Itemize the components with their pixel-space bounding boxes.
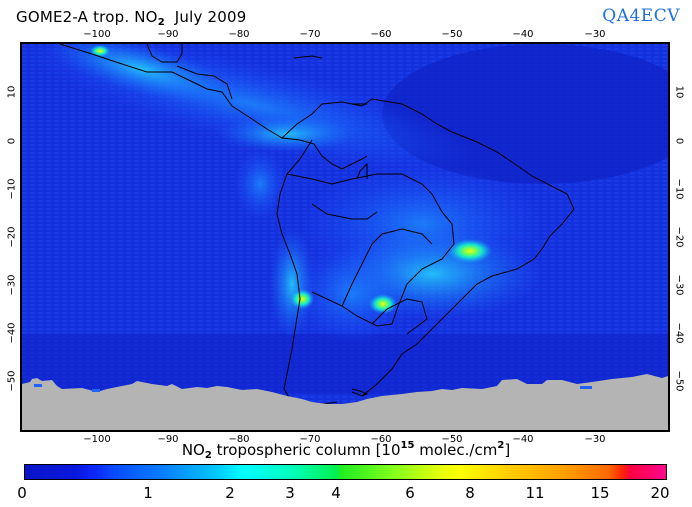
colorbar-tick-label: 8 bbox=[465, 484, 475, 502]
colorbar-tick-label: 20 bbox=[650, 484, 670, 502]
right-lat-tick-label: 0 bbox=[673, 137, 685, 145]
bottom-lon-tick-label: −30 bbox=[584, 434, 606, 445]
bottom-lon-tick-label: −100 bbox=[83, 434, 111, 445]
right-lat-tick-label: −20 bbox=[673, 226, 685, 248]
map-canvas bbox=[22, 44, 668, 430]
bottom-lon-tick-label: −70 bbox=[299, 434, 321, 445]
colorbar-tick-label: 3 bbox=[285, 484, 295, 502]
label-sub: 2 bbox=[204, 450, 212, 461]
left-lat-tick-label: −30 bbox=[6, 274, 18, 296]
top-lon-tick-label: −70 bbox=[299, 29, 321, 40]
right-lat-tick-label: 10 bbox=[673, 85, 685, 99]
left-lat-tick-label: −50 bbox=[6, 370, 18, 392]
top-lon-tick-label: −60 bbox=[370, 29, 392, 40]
top-lon-tick-label: −90 bbox=[157, 29, 179, 40]
label-unit: molec./cm bbox=[414, 441, 498, 459]
right-lat-tick-label: −40 bbox=[673, 322, 685, 344]
colorbar-tick-label: 15 bbox=[590, 484, 610, 502]
title-date: July 2009 bbox=[174, 8, 247, 26]
top-lon-tick-label: −40 bbox=[512, 29, 534, 40]
top-lon-tick-label: −30 bbox=[584, 29, 606, 40]
left-lat-tick-label: 0 bbox=[6, 137, 18, 145]
label-no: NO bbox=[181, 441, 205, 459]
top-lon-tick-label: −50 bbox=[441, 29, 463, 40]
left-lat-tick-label: 10 bbox=[6, 85, 18, 99]
colorbar-tick-label: 4 bbox=[331, 484, 341, 502]
bottom-lon-tick-label: −80 bbox=[228, 434, 250, 445]
right-lat-tick-label: −50 bbox=[673, 370, 685, 392]
brand-logo-text: QA4ECV bbox=[602, 6, 680, 26]
label-sup: 15 bbox=[400, 440, 415, 451]
left-lat-tick-label: −20 bbox=[6, 226, 18, 248]
colorbar bbox=[24, 464, 667, 480]
bottom-lon-tick-label: −60 bbox=[370, 434, 392, 445]
chart-title: GOME2-A trop. NO2 July 2009 bbox=[16, 8, 247, 28]
title-subscript: 2 bbox=[157, 17, 165, 28]
bottom-lon-tick-label: −40 bbox=[512, 434, 534, 445]
bottom-lon-tick-label: −90 bbox=[157, 434, 179, 445]
label-bracket: ] bbox=[504, 441, 511, 459]
bottom-lon-tick-label: −50 bbox=[441, 434, 463, 445]
colorbar-tick-label: 6 bbox=[405, 484, 415, 502]
right-lat-tick-label: −10 bbox=[673, 178, 685, 200]
label-mid: tropospheric column [10 bbox=[211, 441, 401, 459]
title-text: GOME2-A trop. NO bbox=[16, 8, 158, 26]
colorbar-label: NO2 tropospheric column [1015 molec./cm2… bbox=[0, 440, 692, 461]
colorbar-tick-label: 2 bbox=[225, 484, 235, 502]
colorbar-tick-label: 11 bbox=[525, 484, 545, 502]
label-sup2: 2 bbox=[497, 440, 505, 451]
left-lat-tick-label: −40 bbox=[6, 322, 18, 344]
colorbar-tick-label: 1 bbox=[143, 484, 153, 502]
top-lon-tick-label: −100 bbox=[83, 29, 111, 40]
top-lon-tick-label: −80 bbox=[228, 29, 250, 40]
right-lat-tick-label: −30 bbox=[673, 274, 685, 296]
no2-map bbox=[20, 42, 670, 432]
left-lat-tick-label: −10 bbox=[6, 178, 18, 200]
colorbar-tick-label: 0 bbox=[17, 484, 27, 502]
